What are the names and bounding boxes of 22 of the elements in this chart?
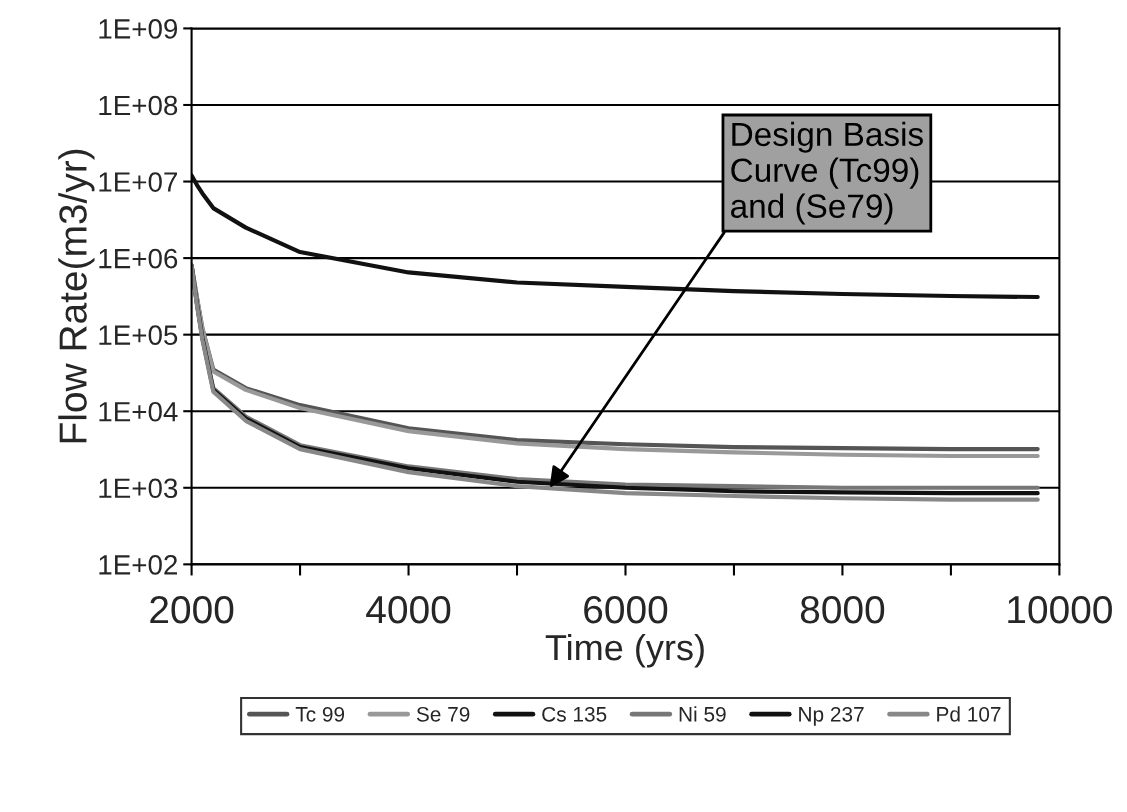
x-tick-label: 10000 xyxy=(1008,595,1112,624)
x-tick-label: 6000 xyxy=(584,595,668,624)
x-axis-title: Time (yrs) xyxy=(545,633,704,668)
legend-label: Tc 99 xyxy=(295,706,345,722)
legend-label: Se 79 xyxy=(416,706,470,722)
y-tick-label: 1E+07 xyxy=(99,172,177,192)
legend-label: Pd 107 xyxy=(937,706,1001,722)
y-tick-label: 1E+09 xyxy=(99,19,178,39)
annotation: Design Basis Curve (Tc99) and (Se79) xyxy=(731,121,923,225)
legend-label: Cs 135 xyxy=(542,706,607,722)
y-tick-label: 1E+05 xyxy=(99,325,178,345)
y-tick-label: 1E+06 xyxy=(99,248,178,269)
x-tick-label: 4000 xyxy=(366,595,451,624)
y-axis-title: Flow Rate(m3/yr) xyxy=(58,149,95,443)
x-tick-label: 2000 xyxy=(150,595,234,624)
y-tick-label: 1E+04 xyxy=(99,401,178,422)
legend-label: Np 237 xyxy=(799,706,864,726)
y-tick-label: 1E+08 xyxy=(99,95,178,116)
legend-label: Ni 59 xyxy=(679,706,726,722)
y-tick-label: 1E+03 xyxy=(99,478,178,499)
y-tick-label: 1E+02 xyxy=(99,555,177,575)
x-tick-label: 8000 xyxy=(800,595,885,624)
